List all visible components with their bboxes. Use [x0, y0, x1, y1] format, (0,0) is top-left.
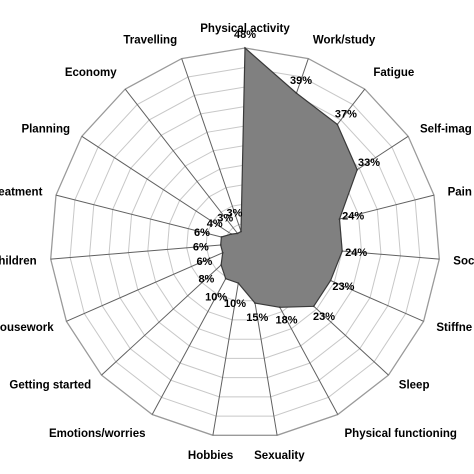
data-point-8 [312, 305, 315, 308]
value-label-10: 15% [246, 312, 268, 324]
value-label-14: 6% [196, 256, 212, 268]
data-point-17 [230, 233, 233, 236]
spoke-19 [181, 58, 246, 244]
data-point-15 [219, 244, 222, 246]
spoke-18 [124, 88, 246, 244]
axis-label-14: ousework [0, 322, 54, 334]
axis-labels: Physical activity Work/study Fatigue Self-i… [0, 23, 474, 462]
axis-label-8: Sleep [399, 380, 430, 392]
spoke-14 [66, 242, 246, 322]
value-label-7: 23% [332, 281, 354, 293]
data-point-4 [356, 168, 359, 171]
axis-label-11: Hobbies [188, 450, 233, 462]
data-point-2 [295, 92, 298, 94]
data-point-10 [254, 302, 256, 304]
grid-ring-7 [108, 105, 382, 379]
value-label-8: 23% [313, 311, 335, 323]
data-point-12 [224, 277, 227, 280]
grid-ring-8 [88, 86, 402, 398]
value-label-1: 48% [234, 29, 256, 41]
series-area [220, 46, 358, 308]
axis-label-6: Soc [453, 255, 474, 267]
axis-label-2: Work/study [313, 34, 376, 46]
data-point-3 [336, 123, 339, 126]
axis-label-18: Economy [65, 67, 117, 79]
axis-label-10: Sexuality [254, 450, 305, 462]
grid-ring-10 [50, 47, 440, 436]
value-label-9: 18% [275, 315, 297, 327]
value-label-6: 24% [345, 247, 367, 259]
value-label-11: 10% [224, 298, 246, 310]
spoke-16 [55, 194, 246, 244]
data-point-5 [338, 218, 341, 221]
data-point-13 [220, 264, 223, 266]
axis-label-7: Stiffne [436, 322, 472, 334]
axis-label-13: Getting started [9, 380, 91, 392]
value-label-12: 10% [205, 291, 227, 303]
axis-label-19: Travelling [123, 34, 177, 46]
data-point-14 [221, 251, 224, 254]
value-label-3: 37% [335, 108, 357, 120]
axis-label-16: eatment [0, 187, 43, 199]
value-label-18: 3% [217, 213, 233, 225]
value-label-2: 39% [290, 75, 312, 87]
data-point-9 [278, 306, 281, 309]
value-label-15: 6% [193, 242, 209, 254]
grid-ring-9 [69, 66, 421, 417]
data-point-18 [236, 232, 239, 235]
data-point-19 [240, 230, 242, 233]
value-label-13: 8% [198, 274, 214, 286]
axis-label-4: Self-imag [420, 124, 472, 136]
axis-label-17: Planning [21, 124, 70, 136]
data-point-11 [237, 282, 240, 284]
data-point-7 [329, 279, 332, 282]
axis-label-1: Physical activity [200, 23, 290, 35]
spoke-17 [81, 135, 246, 244]
data-point-1 [244, 47, 246, 49]
axis-label-3: Fatigue [373, 67, 414, 79]
value-label-19: 3% [227, 208, 243, 220]
axis-label-9: Physical functioning [345, 428, 457, 440]
value-labels: 48%39%37%33%24%24%23%23%18%15%10%10%8%6%… [193, 29, 380, 327]
data-point-6 [341, 250, 344, 253]
data-series [219, 46, 359, 309]
value-label-16: 6% [194, 227, 210, 239]
value-label-17: 4% [207, 218, 223, 230]
data-point-16 [220, 236, 223, 238]
value-label-4: 33% [358, 157, 380, 169]
axis-label-12: Emotions/worries [49, 428, 146, 440]
value-label-5: 24% [342, 211, 364, 223]
spoke-15 [50, 242, 246, 260]
axis-label-5: Pain [448, 187, 472, 199]
axis-label-15: hildren [0, 255, 37, 267]
